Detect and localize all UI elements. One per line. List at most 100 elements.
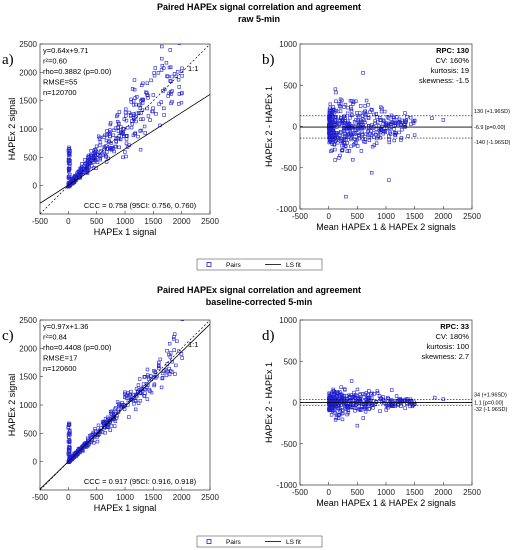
- data-point: [168, 79, 172, 83]
- y-axis-label: HAPEx 2 signal: [7, 98, 17, 161]
- data-point: [67, 445, 71, 449]
- data-point: [332, 407, 337, 412]
- data-point: [375, 389, 380, 393]
- data-point: [366, 103, 370, 107]
- data-point: [387, 137, 391, 142]
- data-point: [441, 397, 446, 401]
- data-point: [151, 106, 155, 110]
- data-point: [366, 129, 370, 133]
- data-point: [160, 64, 165, 68]
- data-point: [139, 128, 144, 133]
- data-point: [146, 114, 151, 118]
- data-point: [340, 393, 344, 397]
- data-point: [148, 118, 152, 122]
- data-point: [378, 136, 383, 140]
- data-point: [405, 397, 410, 401]
- data-point: [334, 108, 338, 113]
- y-tick-label: 1000: [279, 316, 297, 325]
- data-point: [343, 116, 347, 120]
- y-axis-label: HAPEx 2 - HAPEx 1: [264, 86, 274, 167]
- data-point: [328, 408, 332, 412]
- data-point: [335, 130, 339, 135]
- data-point: [329, 127, 334, 131]
- data-point: [170, 99, 174, 104]
- data-point: [134, 102, 138, 107]
- data-point: [162, 87, 167, 92]
- data-point: [356, 131, 360, 135]
- data-point: [388, 130, 392, 135]
- data-point: [112, 128, 116, 132]
- legend-top: Pairs LS fit: [196, 258, 323, 271]
- data-point: [138, 398, 143, 403]
- data-point: [343, 388, 347, 392]
- y-tick-label: 1500: [19, 97, 37, 106]
- data-point: [336, 109, 340, 114]
- data-point: [167, 372, 172, 377]
- y-tick-label: 2500: [19, 316, 37, 325]
- data-point: [167, 341, 172, 346]
- y-tick-label: -1000: [277, 481, 298, 490]
- data-point: [348, 99, 353, 103]
- data-point: [347, 395, 352, 400]
- data-point: [142, 375, 147, 379]
- data-point: [334, 90, 338, 95]
- data-point: [165, 348, 169, 353]
- data-point: [117, 145, 121, 150]
- data-point: [80, 162, 84, 166]
- data-point: [366, 116, 371, 120]
- data-point: [389, 113, 394, 118]
- stat-line: y=0.97x+1.36: [43, 322, 88, 331]
- data-point: [329, 109, 333, 113]
- data-point: [103, 133, 107, 138]
- limit-label: 130 (+1.96SD): [474, 109, 510, 115]
- data-point: [351, 100, 356, 104]
- data-point: [338, 390, 342, 394]
- data-point: [77, 173, 82, 177]
- data-point: [345, 111, 350, 116]
- data-point: [384, 408, 388, 412]
- data-point: [333, 411, 337, 415]
- section-subtitle-raw: raw 5-min: [238, 14, 280, 24]
- data-point: [344, 194, 348, 199]
- data-point: [156, 71, 161, 75]
- data-point: [341, 128, 346, 133]
- data-point: [361, 402, 366, 407]
- data-point: [125, 145, 130, 149]
- data-point: [330, 113, 334, 117]
- data-point: [112, 424, 117, 428]
- x-tick-label: 500: [90, 217, 104, 226]
- data-point: [139, 111, 143, 115]
- data-point: [136, 383, 141, 387]
- data-point: [374, 399, 378, 404]
- data-point: [112, 149, 116, 154]
- data-point: [363, 410, 368, 414]
- data-point: [166, 74, 170, 79]
- data-point: [137, 103, 141, 107]
- data-point: [333, 158, 337, 162]
- data-point: [337, 118, 341, 122]
- y-tick-label: -500: [281, 164, 298, 173]
- data-point: [153, 66, 158, 70]
- data-point: [73, 173, 77, 178]
- data-point: [366, 126, 371, 130]
- data-point: [329, 122, 333, 127]
- panel-d-baseline-bland-altman: -500 0 500 1000 1500 2000 2500-1000-5000500100…: [262, 316, 507, 508]
- data-point: [333, 418, 338, 422]
- x-tick-label: 2500: [201, 493, 219, 502]
- data-point: [390, 120, 394, 124]
- data-point: [107, 139, 112, 143]
- data-point: [145, 91, 149, 95]
- data-point: [355, 111, 359, 115]
- legend-fit-label: LS fit: [286, 539, 301, 546]
- data-point: [117, 110, 122, 114]
- plot-area: [40, 320, 210, 490]
- data-point: [68, 432, 72, 437]
- data-point: [390, 388, 394, 392]
- data-point: [355, 144, 360, 148]
- x-axis-label: HAPEx 1 signal: [94, 503, 157, 513]
- data-point: [367, 389, 371, 393]
- data-point: [138, 106, 142, 111]
- x-tick-label: 2500: [201, 217, 219, 226]
- data-point: [180, 91, 184, 95]
